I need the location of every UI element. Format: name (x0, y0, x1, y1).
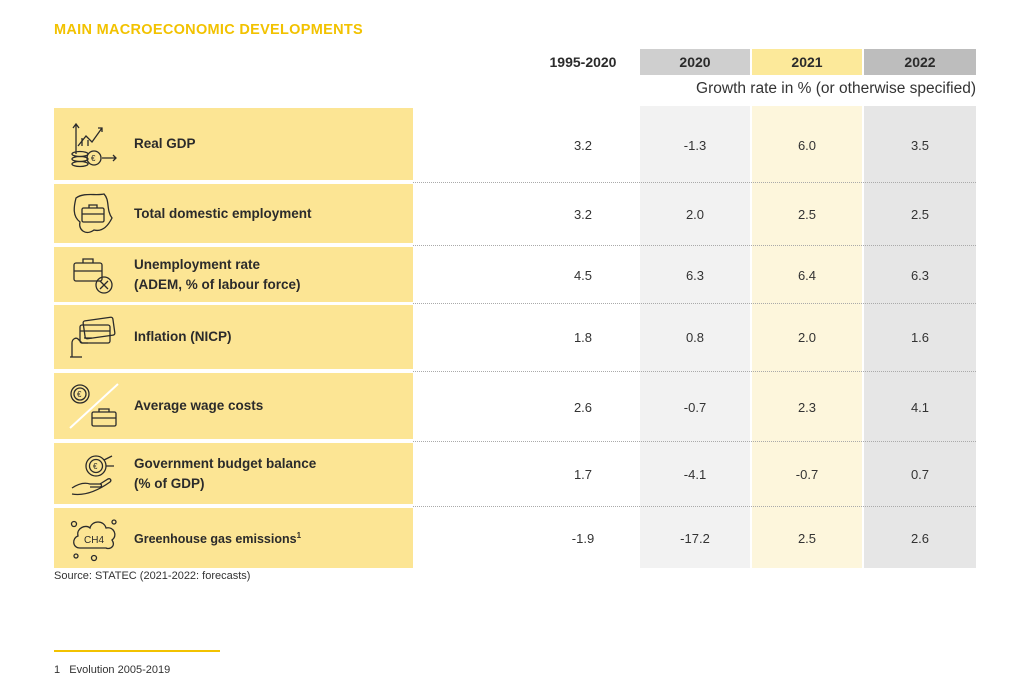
footnote-divider (54, 650, 220, 652)
table-cell: 6.3 (685, 268, 705, 283)
table-cell: -1.3 (683, 138, 707, 153)
row-separator (413, 371, 976, 372)
table-cell: -1.9 (571, 531, 595, 546)
table-cell: 2.6 (573, 400, 593, 415)
row-separator (413, 182, 976, 183)
euro-hand-icon: € (54, 443, 134, 504)
table-cell: -0.7 (795, 467, 819, 482)
row-label-text: Greenhouse gas emissions (134, 532, 297, 547)
svg-text:€: € (91, 154, 96, 163)
euro-briefcase-icon: € (54, 373, 134, 439)
svg-text:€: € (93, 462, 98, 471)
table-cell: -0.7 (683, 400, 707, 415)
row-separator (413, 506, 976, 507)
table-cell: 0.7 (910, 467, 930, 482)
table-cell: 4.1 (910, 400, 930, 415)
row-label-greenhouse: Greenhouse gas emissions1 (134, 526, 301, 549)
table-cell: 2.6 (910, 531, 930, 546)
table-cell: 2.5 (910, 207, 930, 222)
footnote-marker: 1 (296, 531, 302, 541)
row-label-line: Government budget balance (134, 455, 317, 471)
table-cell: 3.2 (573, 138, 593, 153)
table-cell: 1.7 (573, 467, 593, 482)
source-note: Source: STATEC (2021-2022: forecasts) (54, 570, 251, 582)
row-label-budget-balance: Government budget balance (% of GDP) (134, 454, 316, 494)
unit-subtitle: Growth rate in % (or otherwise specified… (696, 80, 976, 97)
table-cell: 3.2 (573, 207, 593, 222)
table-cell: 1.6 (910, 330, 930, 345)
gdp-growth-icon: € (54, 108, 134, 180)
table-cell: 4.5 (573, 268, 593, 283)
page-title: MAIN MACROECONOMIC DEVELOPMENTS (54, 22, 363, 38)
row-label-line: (% of GDP) (134, 475, 205, 491)
table-row-label: Total domestic employment (54, 184, 413, 243)
footnote-number: 1 (54, 664, 61, 676)
table-cell: 1.8 (573, 330, 593, 345)
table-row-label: CH4 Greenhouse gas emissions1 (54, 508, 413, 568)
col-header-2022: 2022 (864, 49, 976, 75)
table-row-label: € Real GDP (54, 108, 413, 180)
row-separator (413, 245, 976, 246)
table-cell: 2.5 (797, 531, 817, 546)
footnote-text: Evolution 2005-2019 (69, 664, 171, 676)
table-cell: 6.0 (797, 138, 817, 153)
table-row-label: Inflation (NICP) (54, 305, 413, 369)
table-cell: 2.0 (685, 207, 705, 222)
ch4-cloud-icon: CH4 (54, 508, 134, 568)
table-row-label: € Average wage costs (54, 373, 413, 439)
col-header-2020: 2020 (640, 49, 750, 75)
table-cell: -17.2 (680, 531, 710, 546)
table-row-label: € Government budget balance (% of GDP) (54, 443, 413, 504)
col-bg-2021 (752, 106, 862, 568)
table-cell: 2.5 (797, 207, 817, 222)
row-label-unemployment: Unemployment rate (ADEM, % of labour for… (134, 255, 301, 295)
table-cell: 0.8 (685, 330, 705, 345)
table-cell: 2.0 (797, 330, 817, 345)
row-separator (413, 441, 976, 442)
row-label-employment: Total domestic employment (134, 205, 312, 221)
col-bg-2022 (864, 106, 976, 568)
briefcase-cross-icon (54, 247, 134, 302)
row-separator (413, 303, 976, 304)
table-row-label: Unemployment rate (ADEM, % of labour for… (54, 247, 413, 302)
table-cell: -4.1 (683, 467, 707, 482)
col-bg-2020 (640, 106, 750, 568)
table-cell: 6.3 (910, 268, 930, 283)
card-hand-icon (54, 305, 134, 369)
table-cell: 3.5 (910, 138, 930, 153)
svg-text:€: € (77, 390, 82, 399)
briefcase-map-icon (54, 184, 134, 243)
row-label-inflation: Inflation (NICP) (134, 329, 232, 344)
row-label-line: Unemployment rate (134, 256, 261, 272)
row-label-real-gdp: Real GDP (134, 136, 196, 151)
table-cell: 6.4 (797, 268, 817, 283)
col-header-1995-2020: 1995-2020 (549, 54, 617, 70)
footnote: 1 Evolution 2005-2019 (54, 664, 170, 676)
row-label-line: (ADEM, % of labour force) (134, 276, 301, 292)
row-label-wage-costs: Average wage costs (134, 398, 264, 413)
ch4-icon-text: CH4 (84, 535, 104, 546)
col-header-2021: 2021 (752, 49, 862, 75)
table-cell: 2.3 (797, 400, 817, 415)
